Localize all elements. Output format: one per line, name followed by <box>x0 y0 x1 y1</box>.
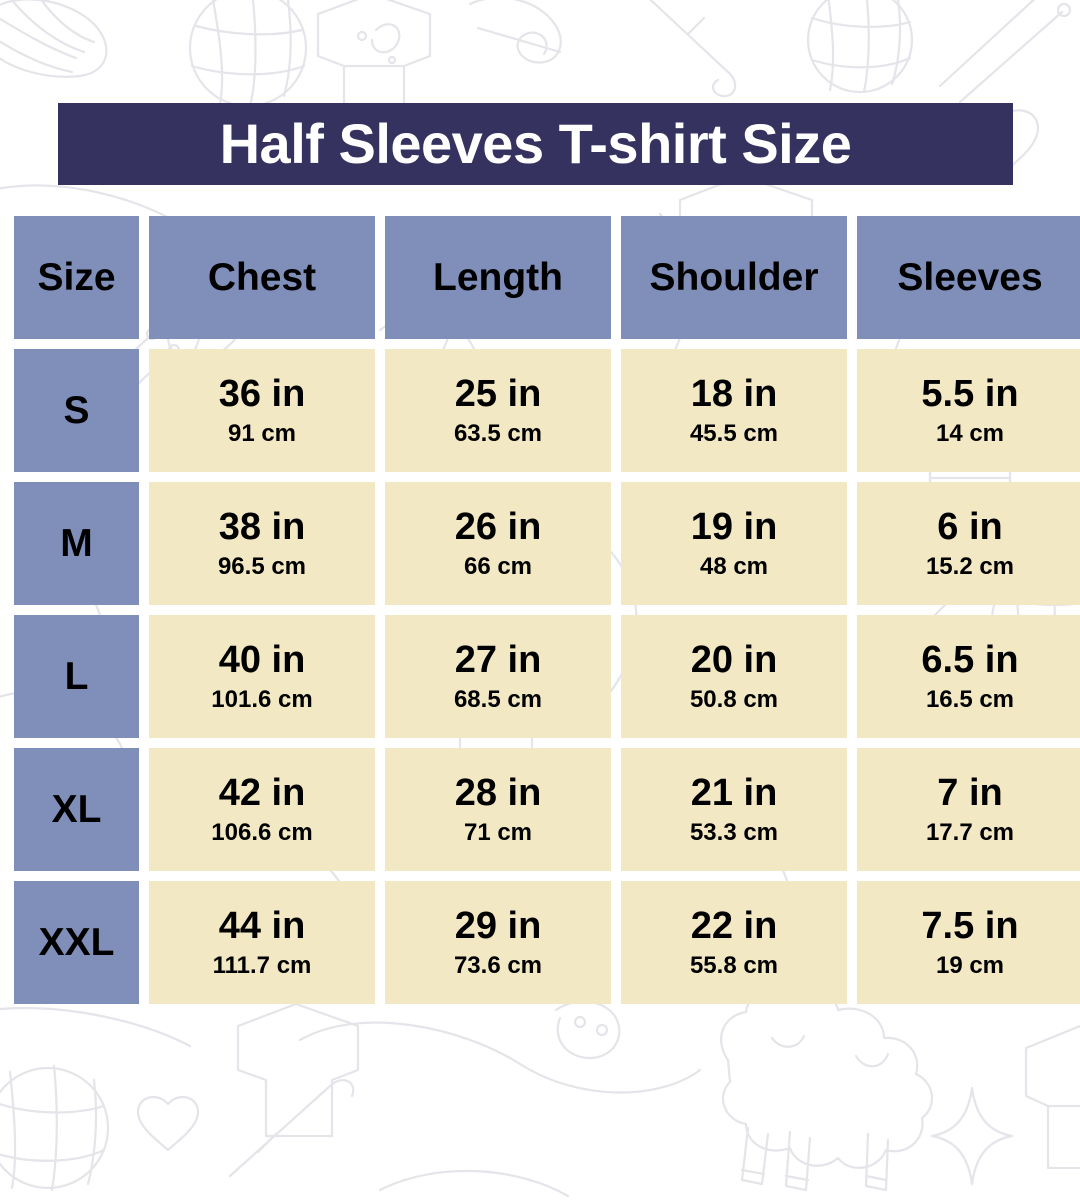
value-cm: 68.5 cm <box>453 685 543 713</box>
size-label: XL <box>51 788 102 831</box>
table-row: L 40 in 101.6 cm 27 in 68.5 cm 20 in 50.… <box>14 615 1080 738</box>
value-cm: 111.7 cm <box>212 951 312 979</box>
measure-cell-length: 29 in 73.6 cm <box>385 881 611 1004</box>
value-cm: 45.5 cm <box>689 419 779 447</box>
measure-cell-shoulder: 22 in 55.8 cm <box>621 881 847 1004</box>
measure-cell-chest: 40 in 101.6 cm <box>149 615 375 738</box>
value-inches: 19 in <box>690 505 778 548</box>
measure-cell-sleeves: 6.5 in 16.5 cm <box>857 615 1080 738</box>
measure-cell-chest: 44 in 111.7 cm <box>149 881 375 1004</box>
value-inches: 42 in <box>218 771 306 814</box>
value-inches: 25 in <box>454 372 542 415</box>
value-inches: 44 in <box>218 904 306 947</box>
value-inches: 21 in <box>690 771 778 814</box>
size-cell: XXL <box>14 881 139 1004</box>
table-row: XL 42 in 106.6 cm 28 in 71 cm 21 in 53.3… <box>14 748 1080 871</box>
value-cm: 16.5 cm <box>925 685 1015 713</box>
value-cm: 53.3 cm <box>689 818 779 846</box>
size-label: XXL <box>38 921 115 964</box>
value-inches: 28 in <box>454 771 542 814</box>
value-inches: 26 in <box>454 505 542 548</box>
value-cm: 73.6 cm <box>453 951 543 979</box>
value-inches: 6 in <box>937 505 1003 548</box>
title-banner: Half Sleeves T-shirt Size <box>58 103 1013 185</box>
value-inches: 20 in <box>690 638 778 681</box>
size-table: Size Chest Length Shoulder Sleeves S 36 … <box>14 216 1080 1004</box>
value-inches: 22 in <box>690 904 778 947</box>
value-cm: 101.6 cm <box>211 685 313 713</box>
measure-cell-chest: 42 in 106.6 cm <box>149 748 375 871</box>
measure-cell-chest: 36 in 91 cm <box>149 349 375 472</box>
value-cm: 63.5 cm <box>453 419 543 447</box>
value-inches: 27 in <box>454 638 542 681</box>
size-label: S <box>63 389 90 432</box>
size-cell: XL <box>14 748 139 871</box>
header-label-shoulder: Shoulder <box>649 256 819 299</box>
measure-cell-sleeves: 7 in 17.7 cm <box>857 748 1080 871</box>
header-cell-length: Length <box>385 216 611 339</box>
value-inches: 7 in <box>937 771 1003 814</box>
table-row: S 36 in 91 cm 25 in 63.5 cm 18 in 45.5 c… <box>14 349 1080 472</box>
measure-cell-length: 27 in 68.5 cm <box>385 615 611 738</box>
size-label: L <box>64 655 89 698</box>
header-cell-sleeves: Sleeves <box>857 216 1080 339</box>
value-cm: 71 cm <box>463 818 533 846</box>
header-cell-size: Size <box>14 216 139 339</box>
value-inches: 7.5 in <box>921 904 1019 947</box>
measure-cell-shoulder: 18 in 45.5 cm <box>621 349 847 472</box>
value-cm: 106.6 cm <box>211 818 313 846</box>
value-inches: 38 in <box>218 505 306 548</box>
measure-cell-chest: 38 in 96.5 cm <box>149 482 375 605</box>
header-cell-shoulder: Shoulder <box>621 216 847 339</box>
page-title: Half Sleeves T-shirt Size <box>219 112 852 175</box>
measure-cell-shoulder: 19 in 48 cm <box>621 482 847 605</box>
value-cm: 48 cm <box>699 552 769 580</box>
value-cm: 91 cm <box>227 419 297 447</box>
header-label-sleeves: Sleeves <box>897 256 1043 299</box>
table-row: M 38 in 96.5 cm 26 in 66 cm 19 in 48 cm … <box>14 482 1080 605</box>
measure-cell-shoulder: 20 in 50.8 cm <box>621 615 847 738</box>
value-cm: 14 cm <box>935 419 1005 447</box>
value-cm: 50.8 cm <box>689 685 779 713</box>
value-cm: 15.2 cm <box>925 552 1015 580</box>
value-cm: 17.7 cm <box>925 818 1015 846</box>
measure-cell-sleeves: 7.5 in 19 cm <box>857 881 1080 1004</box>
value-inches: 29 in <box>454 904 542 947</box>
value-inches: 18 in <box>690 372 778 415</box>
measure-cell-length: 28 in 71 cm <box>385 748 611 871</box>
measure-cell-shoulder: 21 in 53.3 cm <box>621 748 847 871</box>
measure-cell-length: 25 in 63.5 cm <box>385 349 611 472</box>
value-cm: 66 cm <box>463 552 533 580</box>
measure-cell-sleeves: 6 in 15.2 cm <box>857 482 1080 605</box>
size-cell: M <box>14 482 139 605</box>
value-cm: 96.5 cm <box>217 552 307 580</box>
header-label-chest: Chest <box>207 256 317 299</box>
size-label: M <box>60 522 93 565</box>
size-cell: S <box>14 349 139 472</box>
header-label-length: Length <box>433 256 563 299</box>
value-inches: 6.5 in <box>921 638 1019 681</box>
header-label-size: Size <box>37 256 116 299</box>
value-inches: 40 in <box>218 638 306 681</box>
size-cell: L <box>14 615 139 738</box>
measure-cell-sleeves: 5.5 in 14 cm <box>857 349 1080 472</box>
value-cm: 55.8 cm <box>689 951 779 979</box>
measure-cell-length: 26 in 66 cm <box>385 482 611 605</box>
table-row: XXL 44 in 111.7 cm 29 in 73.6 cm 22 in 5… <box>14 881 1080 1004</box>
table-header-row: Size Chest Length Shoulder Sleeves <box>14 216 1080 339</box>
value-inches: 5.5 in <box>921 372 1019 415</box>
value-cm: 19 cm <box>935 951 1005 979</box>
value-inches: 36 in <box>218 372 306 415</box>
header-cell-chest: Chest <box>149 216 375 339</box>
